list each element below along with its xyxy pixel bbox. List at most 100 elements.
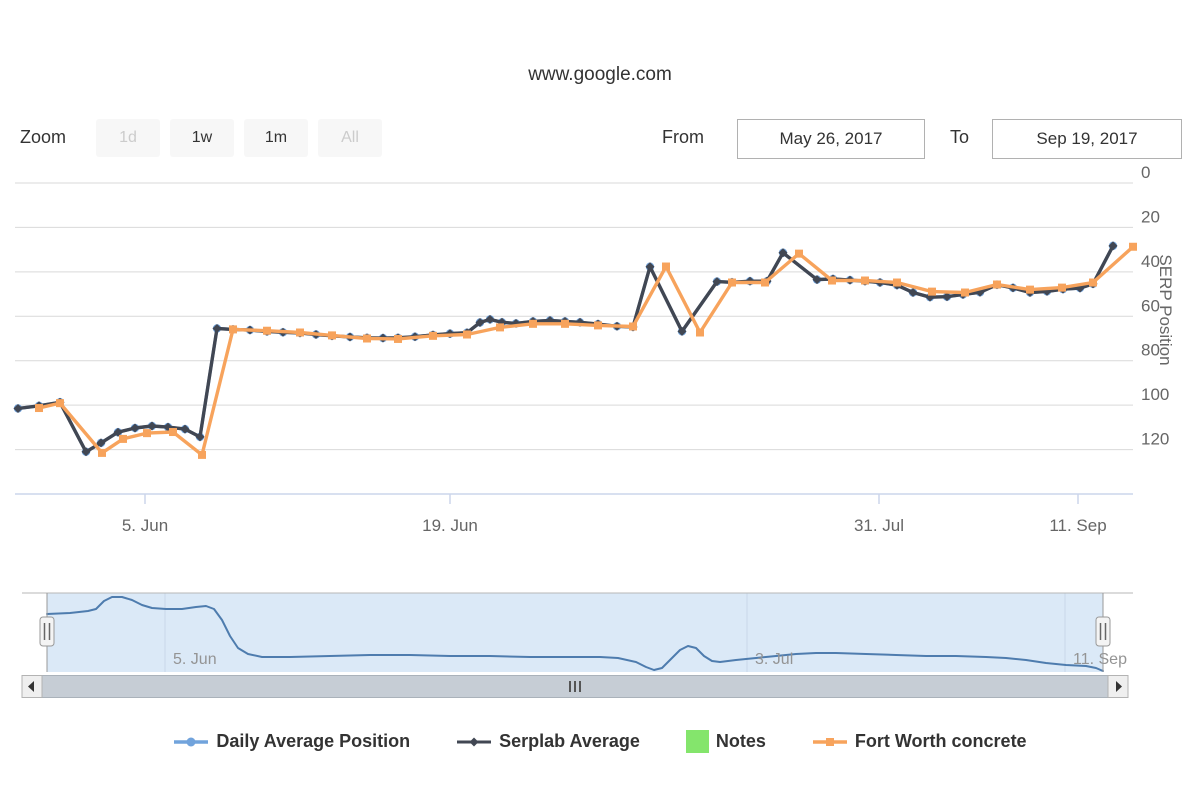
page-title: www.google.com — [528, 64, 672, 85]
data-point-marker — [56, 399, 64, 408]
data-point-marker — [229, 325, 237, 334]
data-point-marker — [212, 324, 222, 334]
legend-item-notes[interactable]: Notes — [685, 730, 766, 753]
data-point-marker — [119, 434, 127, 443]
data-point-marker — [712, 277, 722, 287]
y-axis-tick-label: 120 — [1141, 430, 1169, 449]
data-point-marker — [645, 262, 655, 272]
legend-item-daily-average[interactable]: Daily Average Position — [173, 731, 410, 752]
zoom-button-1w[interactable]: 1w — [170, 119, 234, 157]
legend-item-fort-worth-concrete[interactable]: Fort Worth concrete — [812, 731, 1027, 752]
data-point-marker — [1089, 278, 1097, 287]
data-point-marker — [993, 280, 1001, 289]
data-point-marker — [485, 314, 495, 324]
data-point-marker — [761, 278, 769, 287]
data-point-marker — [1058, 283, 1066, 292]
x-axis-tick-label: 5. Jun — [122, 516, 168, 535]
legend-item-serplab-average[interactable]: Serplab Average — [456, 731, 640, 752]
to-label: To — [950, 127, 970, 147]
data-point-marker — [942, 292, 952, 302]
chart-canvas: 0 20 40 60 80 100 120 SERP Position 5. Jun 19. Ju… — [13, 163, 1175, 698]
data-point-marker — [1129, 242, 1137, 251]
data-point-marker — [169, 428, 177, 437]
notes-swatch-icon — [685, 730, 709, 753]
fort-worth-line-icon — [812, 734, 848, 750]
data-point-marker — [893, 278, 901, 287]
y-axis-tick-label: 40 — [1141, 252, 1160, 271]
plot-area[interactable] — [15, 163, 1133, 494]
navigator-tick-label: 5. Jun — [173, 651, 217, 668]
data-point-marker — [130, 423, 140, 433]
from-date-input[interactable]: May 26, 2017 — [737, 119, 925, 159]
handle-grip — [1095, 616, 1111, 647]
data-point-marker — [594, 321, 602, 330]
data-point-marker — [496, 323, 504, 332]
navigator-tick-label: 11. Sep — [1073, 651, 1127, 668]
zoom-label: Zoom — [20, 127, 67, 147]
data-point-marker — [143, 429, 151, 438]
arrow-left-icon — [28, 681, 34, 692]
zoom-button-all[interactable]: All — [318, 119, 382, 157]
data-point-marker — [1108, 241, 1118, 251]
x-axis-tick-label: 31. Jul — [854, 516, 904, 535]
data-point-marker — [828, 276, 836, 285]
data-point-marker — [198, 450, 206, 459]
range-selector-toolbar: Zoom 1d 1w 1m All From May 26, 2017 To S… — [0, 119, 1200, 159]
navigator-right-handle[interactable] — [1095, 593, 1111, 672]
navigator-tick-label: 3. Jul — [755, 651, 793, 668]
from-label: From — [662, 127, 704, 147]
legend-label: Fort Worth concrete — [854, 731, 1027, 751]
data-point-marker — [296, 328, 304, 337]
serplab-average-line-icon — [456, 734, 492, 750]
navigator-series-line — [46, 596, 1104, 672]
y-axis-title: SERP Position — [1156, 254, 1175, 365]
data-point-marker — [394, 334, 402, 343]
legend-label: Daily Average Position — [216, 731, 411, 751]
data-point-marker — [81, 447, 91, 457]
y-axis-tick-label: 20 — [1141, 207, 1160, 226]
zoom-button-1m[interactable]: 1m — [244, 119, 308, 157]
scrollbar-left-button[interactable] — [21, 675, 43, 698]
data-point-marker — [263, 326, 271, 335]
data-point-marker — [328, 331, 336, 340]
y-axis-tick-label: 0 — [1141, 163, 1150, 182]
data-point-marker — [629, 322, 637, 331]
to-date-input[interactable]: Sep 19, 2017 — [992, 119, 1182, 159]
data-point-marker — [147, 421, 157, 431]
legend-label: Serplab Average — [499, 731, 640, 751]
data-point-marker — [463, 330, 471, 339]
data-point-marker — [1026, 285, 1034, 294]
navigator[interactable] — [47, 593, 1103, 672]
y-axis-tick-label: 80 — [1141, 341, 1160, 360]
data-point-marker — [928, 287, 936, 296]
data-point-marker — [778, 248, 788, 258]
data-point-marker — [529, 319, 537, 328]
data-point-marker — [475, 318, 485, 328]
data-point-marker — [696, 328, 704, 337]
data-point-marker — [429, 331, 437, 340]
arrow-right-icon — [1116, 681, 1122, 692]
y-axis-tick-label: 100 — [1141, 385, 1169, 404]
data-point-marker — [561, 319, 569, 328]
daily-average-line-icon — [173, 734, 209, 750]
data-point-marker — [728, 278, 736, 287]
y-axis-tick-label: 60 — [1141, 296, 1160, 315]
legend-label: Notes — [715, 731, 766, 751]
data-point-marker — [180, 424, 190, 434]
data-point-marker — [961, 288, 969, 297]
series-fort-worth-concrete — [35, 242, 1137, 459]
data-point-marker — [35, 404, 43, 413]
data-point-marker — [795, 249, 803, 258]
data-point-marker — [363, 334, 371, 343]
data-point-marker — [13, 403, 23, 413]
data-point-marker — [113, 427, 123, 437]
data-point-marker — [96, 438, 106, 448]
scrollbar-right-button[interactable] — [1107, 675, 1129, 698]
zoom-button-1d[interactable]: 1d — [96, 119, 160, 157]
data-point-marker — [677, 326, 687, 336]
handle-grip — [39, 616, 55, 647]
data-point-marker — [812, 275, 822, 285]
data-point-marker — [861, 276, 869, 285]
navigator-left-handle[interactable] — [39, 593, 55, 672]
